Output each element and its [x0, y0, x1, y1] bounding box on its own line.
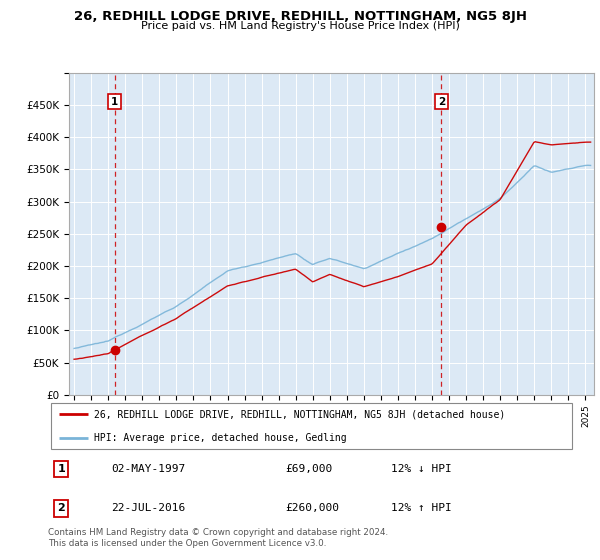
- Text: 22-JUL-2016: 22-JUL-2016: [112, 503, 185, 513]
- Text: £69,000: £69,000: [286, 464, 333, 474]
- Text: 1: 1: [58, 464, 65, 474]
- Text: HPI: Average price, detached house, Gedling: HPI: Average price, detached house, Gedl…: [94, 433, 347, 443]
- Text: 12% ↓ HPI: 12% ↓ HPI: [391, 464, 452, 474]
- Text: Contains HM Land Registry data © Crown copyright and database right 2024.
This d: Contains HM Land Registry data © Crown c…: [48, 528, 388, 548]
- Text: 2: 2: [58, 503, 65, 513]
- Text: Price paid vs. HM Land Registry's House Price Index (HPI): Price paid vs. HM Land Registry's House …: [140, 21, 460, 31]
- FancyBboxPatch shape: [50, 404, 572, 449]
- Text: 2: 2: [438, 97, 445, 107]
- Text: 26, REDHILL LODGE DRIVE, REDHILL, NOTTINGHAM, NG5 8JH (detached house): 26, REDHILL LODGE DRIVE, REDHILL, NOTTIN…: [94, 409, 506, 419]
- Text: 02-MAY-1997: 02-MAY-1997: [112, 464, 185, 474]
- Text: £260,000: £260,000: [286, 503, 340, 513]
- Text: 12% ↑ HPI: 12% ↑ HPI: [391, 503, 452, 513]
- Text: 26, REDHILL LODGE DRIVE, REDHILL, NOTTINGHAM, NG5 8JH: 26, REDHILL LODGE DRIVE, REDHILL, NOTTIN…: [74, 10, 527, 23]
- Text: 1: 1: [111, 97, 118, 107]
